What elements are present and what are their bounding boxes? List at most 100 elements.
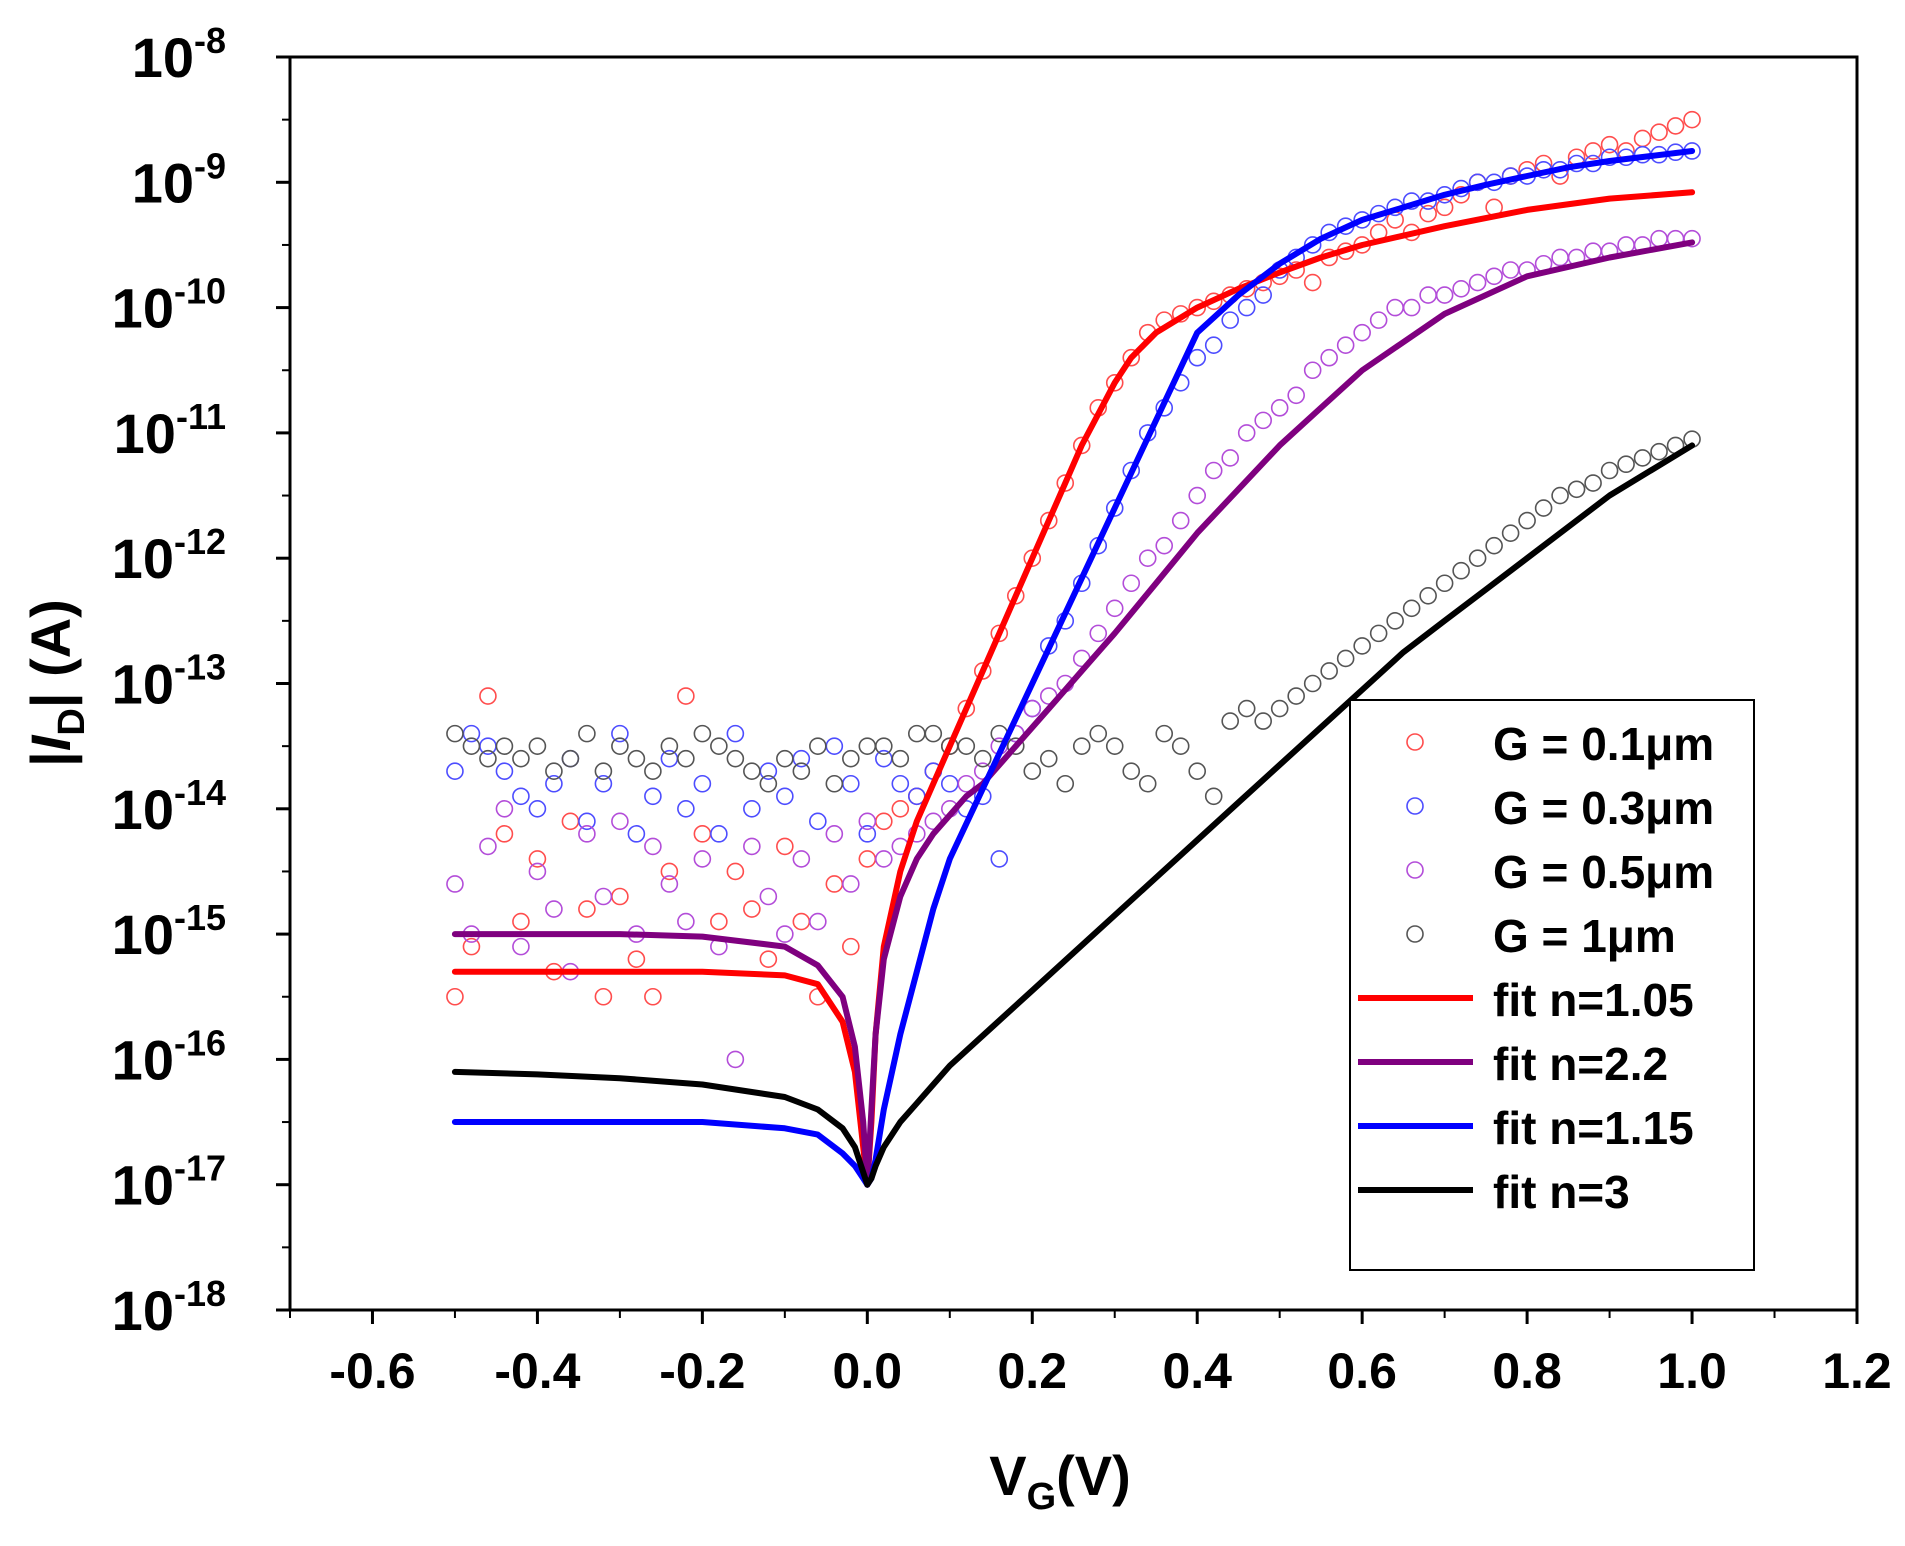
scatter-point-series-4: [446, 724, 464, 743]
y-tick-label-base: 10: [114, 402, 176, 465]
scatter-point-series-4: [495, 737, 514, 755]
scatter-point-series-4: [957, 737, 976, 755]
fit-line-3: [451, 148, 1696, 1188]
scatter-point-series-4: [1435, 574, 1454, 593]
scatter-point-series-1: [644, 987, 662, 1006]
y-tick-label: 10-13: [112, 647, 226, 716]
scatter-point-series-4: [1485, 536, 1503, 555]
scatter-point-series-2: [528, 799, 547, 818]
y-tick-label: 10-17: [112, 1148, 226, 1217]
scatter-point-series-1: [743, 900, 761, 918]
scatter-point-series-3: [1138, 549, 1157, 568]
legend-box: [1349, 699, 1755, 1271]
scatter-point-series-2: [594, 774, 613, 793]
scatter-point-series-3: [660, 875, 679, 893]
scatter-point-series-1: [973, 662, 992, 680]
scatter-point-series-4: [726, 749, 745, 768]
x-axis-label-main: V: [989, 1444, 1026, 1507]
scatter-point-series-1: [1105, 373, 1124, 392]
scatter-point-series-4: [1171, 737, 1190, 755]
scatter-point-series-4: [1468, 549, 1487, 568]
legend-symbol: [1406, 797, 1424, 815]
scatter-point-series-2: [1105, 499, 1124, 517]
scatter-point-series-1: [842, 937, 860, 956]
scatter-point-series-4: [1353, 637, 1371, 655]
scatter-point-series-4: [1518, 511, 1536, 530]
y-tick-label-exponent: -10: [174, 271, 226, 312]
scatter-point-series-3: [1023, 699, 1042, 718]
scatter-point-series-3: [809, 912, 827, 931]
y-tick-label-base: 10: [112, 1154, 174, 1217]
scatter-point-series-2: [710, 825, 728, 843]
y-tick-label: 10-14: [112, 772, 226, 841]
y-tick-label-base: 10: [112, 903, 174, 966]
legend-label: fit n=3: [1493, 1166, 1630, 1218]
legend-label: G = 0.3μm: [1493, 782, 1714, 834]
scatter-point-series-3: [743, 837, 761, 856]
scatter-point-series-4: [1155, 724, 1174, 743]
y-axis-label-close: | (A): [19, 599, 83, 708]
legend-symbol: [1406, 733, 1424, 751]
scatter-point-series-2: [693, 774, 712, 793]
x-tick-label: 0.2: [998, 1343, 1068, 1399]
scatter-point-series-4: [842, 749, 860, 768]
y-tick-label-base: 10: [112, 277, 174, 340]
legend-label: G = 0.1μm: [1493, 718, 1714, 770]
scatter-point-series-2: [743, 799, 761, 818]
scatter-point-series-1: [446, 987, 464, 1006]
scatter-point-series-3: [1353, 323, 1371, 342]
scatter-point-series-1: [627, 950, 646, 968]
y-tick-label-base: 10: [112, 1028, 174, 1091]
scatter-point-series-4: [710, 737, 728, 755]
scatter-point-series-1: [1419, 204, 1437, 223]
scatter-point-series-4: [1402, 599, 1421, 618]
scatter-point-series-4: [759, 774, 778, 793]
y-tick-label: 10-9: [132, 145, 226, 214]
scatter-point-series-3: [759, 887, 778, 906]
fit-line-1: [451, 189, 1696, 1188]
legend: G = 0.1μm G = 0.3μm G = 0.5μm G = 1μm fit n=…: [1349, 699, 1755, 1271]
scatter-point-series-4: [1056, 774, 1075, 793]
scatter-point-series-3: [1254, 411, 1272, 430]
scatter-point-series-1: [1435, 198, 1454, 217]
scatter-point-series-4: [462, 737, 481, 755]
scatter-point-series-4: [1188, 762, 1207, 781]
scatter-points: [446, 110, 1701, 1069]
scatter-point-series-3: [858, 812, 877, 831]
scatter-point-series-4: [1072, 737, 1091, 755]
scatter-point-series-4: [1006, 737, 1025, 755]
scatter-point-series-1: [1303, 273, 1322, 292]
scatter-point-series-4: [875, 737, 893, 755]
scatter-point-series-3: [1171, 511, 1190, 530]
scatter-point-series-4: [1303, 674, 1322, 693]
scatter-point-series-3: [1237, 424, 1256, 442]
scatter-point-series-4: [776, 749, 794, 768]
scatter-point-series-2: [726, 724, 745, 743]
scatter-point-series-1: [1188, 298, 1207, 317]
y-tick-label-base: 10: [112, 653, 174, 716]
x-tick-label: -0.6: [329, 1343, 415, 1399]
scatter-point-series-3: [1485, 267, 1503, 286]
y-tick-label: 10-8: [132, 20, 226, 89]
y-axis-label-italic: I: [19, 734, 82, 751]
scatter-point-series-3: [726, 1050, 745, 1069]
y-tick-label: 10-16: [112, 1022, 226, 1091]
scatter-point-series-4: [1419, 586, 1437, 605]
scatter-point-series-3: [512, 937, 530, 956]
scatter-point-series-1: [528, 850, 547, 868]
scatter-point-series-4: [743, 762, 761, 781]
scatter-point-series-4: [578, 724, 596, 743]
scatter-point-series-4: [479, 749, 497, 768]
scatter-point-series-3: [1089, 624, 1108, 643]
y-tick-label-base: 10: [112, 527, 174, 590]
scatter-point-series-2: [1221, 311, 1239, 329]
scatter-point-series-2: [1204, 336, 1223, 354]
legend-label: fit n=2.2: [1493, 1038, 1668, 1090]
scatter-point-series-4: [1369, 624, 1388, 643]
scatter-point-series-3: [1287, 386, 1305, 405]
scatter-point-series-4: [545, 762, 563, 781]
scatter-point-series-4: [1237, 699, 1256, 718]
scatter-point-series-4: [1567, 480, 1586, 499]
scatter-point-series-2: [1303, 236, 1322, 254]
scatter-point-series-3: [1188, 486, 1207, 505]
